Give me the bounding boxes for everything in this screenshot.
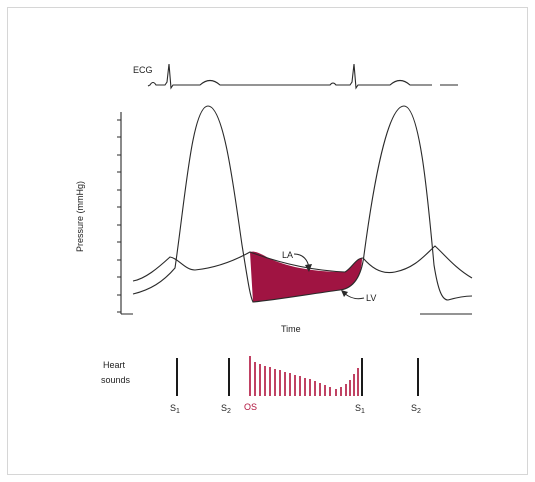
lv-pressure-curve [132,105,473,303]
s2-first-label: S2 [221,403,231,415]
heart-sounds-label-line2: sounds [101,375,131,385]
la-arrowhead [305,264,312,272]
la-label: LA [282,250,293,260]
la-lv-gradient-fill [250,251,362,302]
la-pressure-curve [132,245,473,282]
y-axis-ticks [117,119,121,313]
lv-label: LV [366,293,376,303]
s1-second-label: S1 [355,403,365,415]
ecg-label: ECG [133,65,153,75]
heart-sounds-label-line1: Heart [103,360,126,370]
diastolic-murmur [249,356,359,396]
s1-first-label: S1 [170,403,180,415]
s2-second-label: S2 [411,403,421,415]
opening-snap-label: OS [244,402,257,412]
y-axis-label: Pressure (mmHg) [75,181,85,252]
ecg-trace [147,63,458,90]
x-axis-label: Time [281,324,301,334]
lv-arrow [343,292,365,300]
lv-arrowhead [341,290,348,297]
